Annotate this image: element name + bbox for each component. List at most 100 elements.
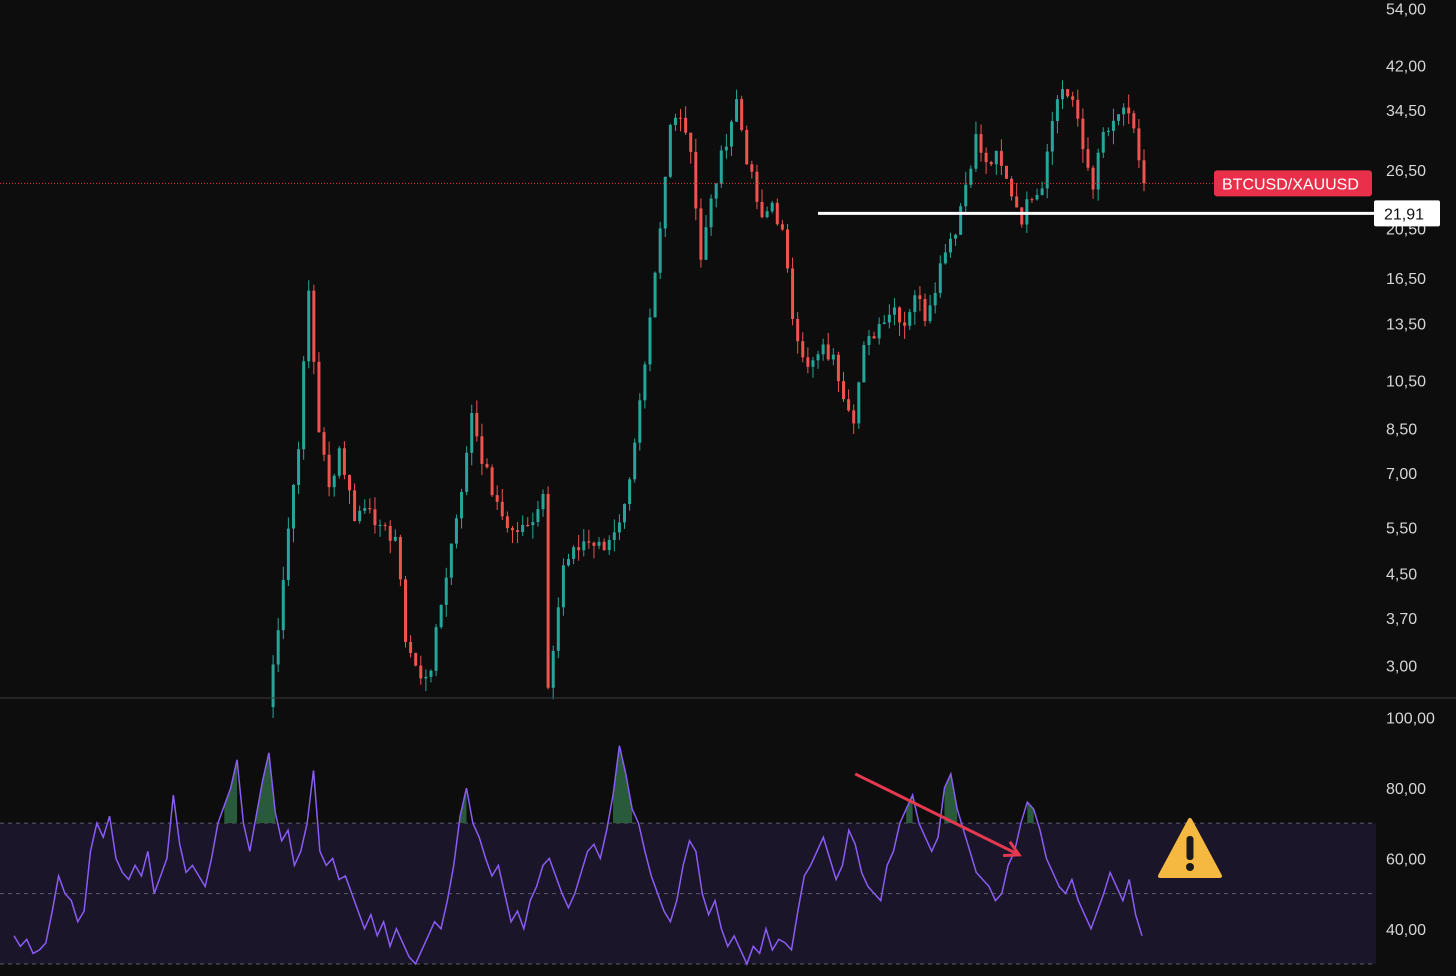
candle[interactable] [959,203,963,235]
candle[interactable] [1106,127,1110,137]
candle[interactable] [852,404,856,434]
candle[interactable] [938,255,942,298]
candle[interactable] [918,286,922,312]
candle[interactable] [317,352,321,433]
candle[interactable] [684,106,688,135]
candle[interactable] [612,519,616,552]
candle[interactable] [673,113,677,131]
candle[interactable] [297,441,301,495]
candle[interactable] [363,499,367,514]
candle[interactable] [867,330,871,356]
candle[interactable] [1142,149,1146,192]
candle[interactable] [1071,91,1075,107]
candle[interactable] [388,520,392,554]
candle[interactable] [755,164,759,210]
candle[interactable] [699,198,703,268]
candle[interactable] [628,477,632,511]
candle[interactable] [765,206,769,219]
candle[interactable] [444,567,448,617]
candle[interactable] [353,483,357,522]
candle[interactable] [638,393,642,451]
candle[interactable] [1066,88,1070,99]
candle[interactable] [307,280,311,369]
candle[interactable] [419,655,423,685]
candle[interactable] [1117,114,1121,126]
candle[interactable] [791,257,795,326]
candle[interactable] [1111,108,1115,145]
candle[interactable] [872,331,876,339]
candle[interactable] [689,132,693,164]
candle[interactable] [796,312,800,354]
candle[interactable] [449,543,453,586]
candle[interactable] [974,121,978,173]
candle[interactable] [857,381,861,429]
candle[interactable] [521,515,525,536]
candle[interactable] [531,512,535,539]
candle[interactable] [495,485,499,510]
candle[interactable] [928,294,932,324]
candle[interactable] [1035,188,1039,201]
candle[interactable] [663,176,667,238]
candle[interactable] [1096,148,1100,201]
candle[interactable] [434,624,438,677]
candle[interactable] [1086,137,1090,171]
candle[interactable] [836,351,840,393]
candle[interactable] [750,160,754,179]
candle[interactable] [1004,165,1008,180]
candle[interactable] [536,500,540,527]
candle[interactable] [378,519,382,537]
candle[interactable] [1127,94,1131,124]
candle[interactable] [811,356,815,378]
candle[interactable] [327,441,331,497]
candle[interactable] [933,282,937,314]
candle[interactable] [760,189,764,219]
candle[interactable] [780,219,784,231]
candle[interactable] [954,233,958,246]
candle[interactable] [358,505,362,524]
candle[interactable] [1076,89,1080,127]
candle[interactable] [709,194,713,236]
candle[interactable] [740,95,744,132]
candle[interactable] [429,669,433,683]
candle[interactable] [1122,103,1126,126]
candle[interactable] [1091,165,1095,199]
candle[interactable] [566,553,570,567]
candle[interactable] [271,655,275,719]
divergence-arrow-line[interactable] [854,772,1020,857]
candle[interactable] [475,400,479,442]
candle[interactable] [505,511,509,533]
candle[interactable] [322,427,326,462]
candle[interactable] [648,308,652,372]
candle[interactable] [913,290,917,325]
candle[interactable] [877,317,881,345]
candle[interactable] [551,645,555,700]
candle[interactable] [714,182,718,208]
candle[interactable] [801,332,805,363]
candle[interactable] [1137,118,1141,169]
symbol-badge[interactable] [1214,170,1372,197]
candle[interactable] [668,123,672,178]
candle[interactable] [948,232,952,258]
candle[interactable] [847,389,851,412]
candle[interactable] [643,361,647,409]
candle[interactable] [465,446,469,496]
candle[interactable] [602,538,606,551]
candle[interactable] [923,293,927,327]
candle[interactable] [414,652,418,667]
candle[interactable] [439,604,443,629]
candle[interactable] [989,160,993,167]
candle[interactable] [826,332,830,361]
candle[interactable] [510,525,514,544]
candle[interactable] [816,350,820,369]
candle[interactable] [480,423,484,476]
candle[interactable] [276,618,280,673]
candle[interactable] [409,635,413,658]
candle[interactable] [470,404,474,466]
candle[interactable] [368,498,372,514]
candle[interactable] [770,200,774,214]
candle[interactable] [332,473,336,497]
candle[interactable] [1050,111,1054,165]
candle[interactable] [994,150,998,175]
candle[interactable] [556,597,560,659]
candle[interactable] [607,535,611,555]
